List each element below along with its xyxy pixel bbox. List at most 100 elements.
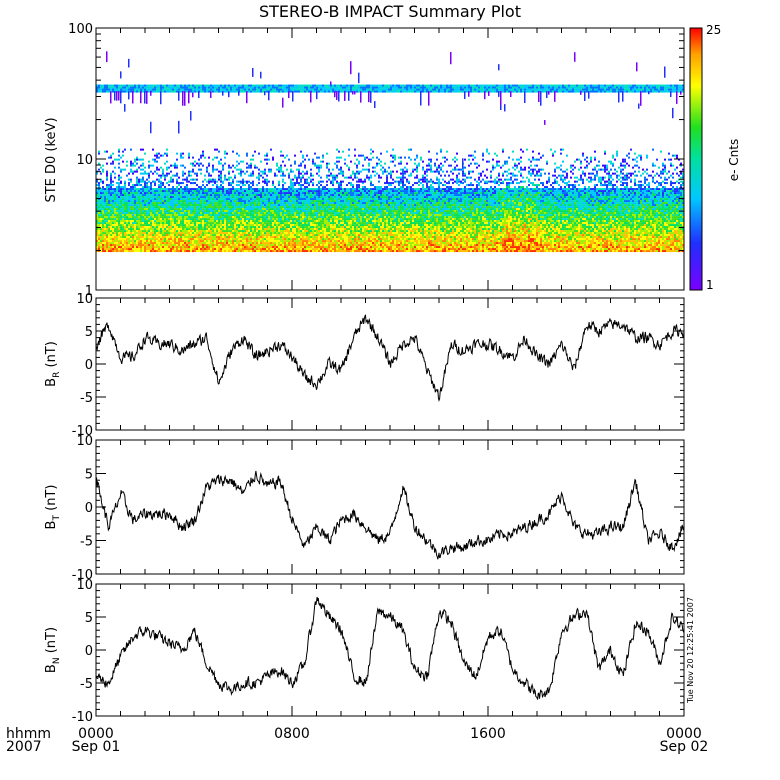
spectrogram-cell	[96, 206, 98, 209]
spectrogram-cell	[208, 206, 210, 209]
spectrogram-cell	[318, 156, 320, 159]
spectrogram-cell	[180, 216, 182, 219]
spectrogram-cell	[300, 232, 302, 235]
spectrogram-cell	[174, 200, 176, 203]
spectrogram-cell	[104, 250, 106, 253]
spectrogram-cell	[108, 202, 110, 205]
spectrogram-cell	[300, 234, 302, 237]
spectrogram-cell	[136, 176, 138, 179]
spectrogram-cell	[118, 158, 120, 161]
spectrogram-cell	[154, 228, 156, 231]
spectrogram-cell	[320, 190, 322, 193]
spectrogram-band-cell	[128, 86, 130, 89]
spectrogram-cell	[240, 198, 242, 201]
spectrogram-cell	[160, 236, 162, 239]
spectrogram-cell	[292, 210, 294, 213]
spectrogram-band-cell	[122, 86, 124, 89]
spectrogram-cell	[304, 224, 306, 227]
spectrogram-cell	[282, 242, 284, 245]
spectrogram-cell	[98, 194, 100, 197]
spectrogram-cell	[278, 220, 280, 223]
spectrogram-cell	[140, 242, 142, 245]
spectrogram-band-cell	[306, 90, 308, 93]
spectrogram-cell	[150, 236, 152, 239]
spectrogram-cell	[148, 202, 150, 205]
spectrogram-cell	[244, 236, 246, 239]
spectrogram-band-cell	[286, 90, 288, 93]
spectrogram-cell	[104, 220, 106, 223]
spectrogram-cell	[244, 210, 246, 213]
spectrogram-cell	[220, 222, 222, 225]
spectrogram-cell	[216, 224, 218, 227]
spectrogram-cell	[198, 244, 200, 247]
spectrogram-cell	[282, 190, 284, 193]
spectrogram-cell	[126, 224, 128, 227]
spectrogram-cell	[244, 232, 246, 235]
spectrogram-cell	[236, 212, 238, 215]
spectrogram-cell	[176, 228, 178, 231]
spectrogram-cell	[260, 192, 262, 195]
spectrogram-cell	[284, 164, 286, 167]
spectrogram-cell	[100, 216, 102, 219]
spectrogram-cell	[164, 202, 166, 205]
spectrogram-band-cell	[264, 84, 266, 87]
spectrogram-cell	[158, 218, 160, 221]
spectrogram-cell	[238, 226, 240, 229]
spectrogram-cell	[222, 198, 224, 201]
spectrogram-cell	[220, 226, 222, 229]
spectrogram-cell	[140, 236, 142, 239]
spectrogram-cell	[238, 194, 240, 197]
spectrogram-cell	[198, 194, 200, 197]
spectrogram-cell	[274, 174, 276, 177]
spectrogram-cell	[330, 216, 332, 219]
spectrogram-cell	[228, 202, 230, 205]
spectrogram-cell	[280, 226, 282, 229]
spectrogram-cell	[282, 212, 284, 215]
spectrogram-cell	[244, 224, 246, 227]
spectrogram-cell	[312, 158, 314, 161]
spectrogram-cell	[102, 194, 104, 197]
spectrogram-cell	[182, 200, 184, 203]
spectrogram-cell	[262, 198, 264, 201]
spectrogram-cell	[184, 238, 186, 241]
spectrogram-cell	[228, 242, 230, 245]
spectrogram-cell	[134, 230, 136, 233]
spectrogram-band-cell	[190, 84, 192, 87]
spectrogram-band-cell	[256, 88, 258, 91]
spectrogram-cell	[168, 172, 170, 175]
spectrogram-cell	[234, 238, 236, 241]
spectrogram-cell	[296, 224, 298, 227]
spectrogram-cell	[192, 230, 194, 233]
spectrogram-cell	[248, 234, 250, 237]
spectrogram-cell	[302, 176, 304, 179]
spectrogram-band-cell	[162, 86, 164, 89]
spectrogram-cell	[282, 202, 284, 205]
spectrogram-cell	[330, 234, 332, 237]
spectrogram-cell	[280, 198, 282, 201]
spectrogram-cell	[134, 170, 136, 173]
spectrogram-cell	[176, 220, 178, 223]
spectrogram-cell	[296, 244, 298, 247]
spectrogram-cell	[134, 200, 136, 203]
spectrogram-cell	[258, 218, 260, 221]
spectrogram-cell	[100, 188, 102, 191]
spectrogram-cell	[254, 164, 256, 167]
spectrogram-cell	[222, 218, 224, 221]
spectrogram-cell	[200, 248, 202, 251]
spectrogram-band-cell	[182, 88, 184, 91]
spectrogram-cell	[208, 198, 210, 201]
spectrogram-cell	[208, 218, 210, 221]
spectrogram-cell	[128, 194, 130, 197]
spectrogram-cell	[226, 244, 228, 247]
spectrogram-cell	[254, 198, 256, 201]
spectrogram-cell	[288, 188, 290, 191]
spectrogram-cell	[128, 228, 130, 231]
spectrogram-cell	[146, 194, 148, 197]
spectrogram-cell	[206, 246, 208, 249]
spectrogram-cell	[158, 226, 160, 229]
spectrogram-cell	[228, 212, 230, 215]
spectrogram-cell	[322, 240, 324, 243]
spectrogram-cell	[320, 224, 322, 227]
spectrogram-cell	[118, 178, 120, 181]
spectrogram-cell	[254, 222, 256, 225]
